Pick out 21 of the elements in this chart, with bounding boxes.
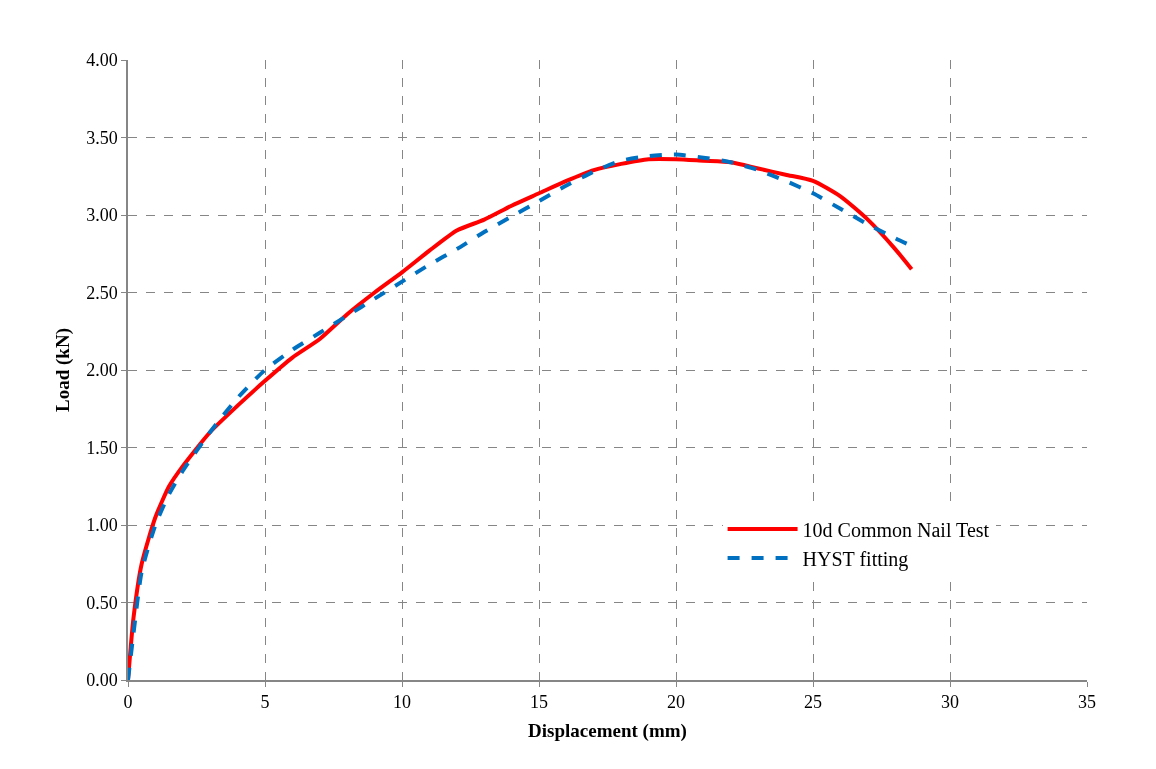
x-tick-label: 5 — [260, 692, 270, 713]
x-axis-title: Displacement (mm) — [528, 719, 687, 742]
x-tick-label: 35 — [1078, 692, 1096, 713]
x-tick-label: 30 — [941, 692, 959, 713]
x-tick-label: 15 — [530, 692, 548, 713]
legend-label: 10d Common Nail Test — [802, 518, 990, 541]
x-tick-label: 25 — [804, 692, 822, 713]
x-tick-label: 10 — [393, 692, 411, 713]
y-tick-label: 0.50 — [86, 592, 118, 613]
y-tick-label: 1.50 — [86, 437, 118, 458]
y-tick-label: 3.50 — [86, 127, 118, 148]
y-axis-title: Load (kN) — [51, 328, 74, 412]
y-tick-label: 3.00 — [86, 205, 118, 226]
y-tick-label: 2.00 — [86, 360, 118, 381]
y-tick-label: 0.00 — [86, 670, 118, 691]
y-tick-label: 2.50 — [86, 282, 118, 303]
x-tick-label: 0 — [123, 692, 133, 713]
x-tick-label: 20 — [667, 692, 685, 713]
y-tick-label: 1.00 — [86, 515, 118, 536]
legend-label: HYST fitting — [802, 547, 909, 571]
y-tick-label: 4.00 — [86, 50, 118, 71]
